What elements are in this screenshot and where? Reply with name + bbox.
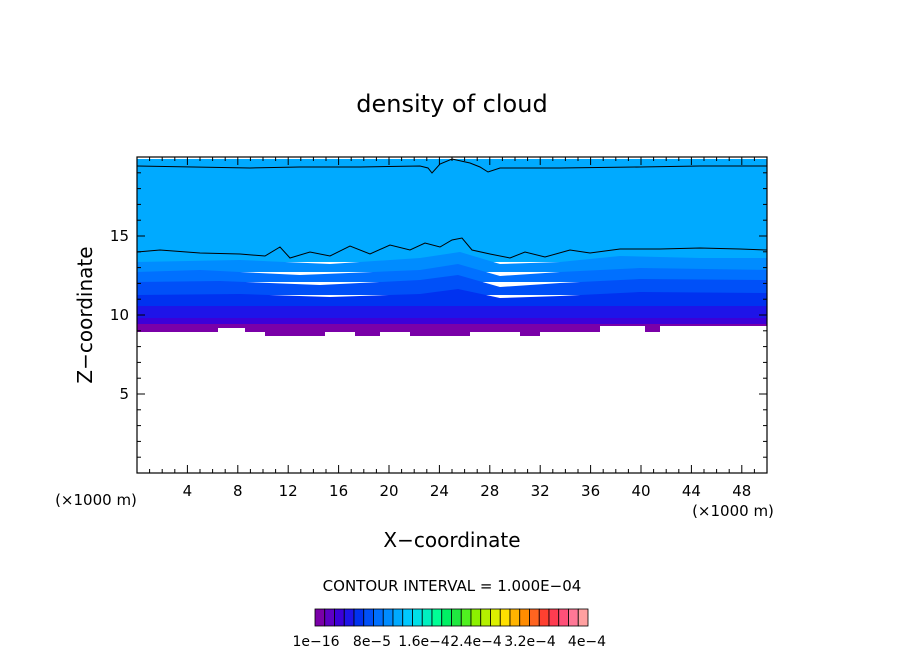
colorbar-label: 1.6e−4 (398, 634, 450, 650)
colorbar-swatch (412, 608, 423, 627)
x-tick-marks (149, 157, 755, 473)
x-tick-label: 4 (183, 482, 193, 500)
colorbar (314, 608, 589, 627)
cloud-band-base (137, 324, 767, 336)
colorbar-swatch (558, 608, 569, 627)
cloud-layer-top (137, 159, 767, 169)
x-tick-label: 28 (480, 482, 499, 500)
x-tick-label: 44 (682, 482, 701, 500)
cloud-band-4 (137, 289, 767, 306)
x-axis-label: X−coordinate (383, 528, 520, 552)
y-tick-marks (137, 172, 767, 458)
x-tick-label: 32 (531, 482, 550, 500)
contour-interval-label: CONTOUR INTERVAL = 1.000E−04 (323, 577, 582, 595)
x-tick-label: 16 (329, 482, 348, 500)
colorbar-swatch (451, 608, 462, 627)
y-tick-label: 10 (110, 306, 129, 324)
colorbar-swatch (392, 608, 404, 627)
cloud-band-3 (137, 275, 767, 295)
colorbar-swatch (529, 608, 540, 627)
colorbar-label: 4e−4 (568, 634, 606, 650)
x-tick-label: 20 (379, 482, 398, 500)
colorbar-swatch (402, 608, 413, 627)
colorbar-swatch (324, 608, 335, 627)
colorbar-swatch (577, 608, 589, 627)
colorbar-swatch (460, 608, 472, 627)
x-tick-label: 8 (233, 482, 243, 500)
x-tick-label: 48 (732, 482, 751, 500)
cloud-layer-main (137, 165, 767, 262)
colorbar-swatch (363, 608, 374, 627)
colorbar-swatch (490, 608, 501, 627)
colorbar-swatch (382, 608, 394, 627)
colorbar-swatch (519, 608, 530, 627)
colorbar-swatch (373, 608, 384, 627)
y-tick-label: 15 (110, 227, 129, 245)
y-tick-labels: 5 10 15 (110, 227, 129, 403)
cloud-band-6 (137, 318, 767, 324)
colorbar-swatch (441, 608, 452, 627)
colorbar-label: 8e−5 (353, 634, 391, 650)
chart-title: density of cloud (356, 90, 547, 118)
colorbar-swatch (538, 608, 550, 627)
colorbar-labels: 1e−16 8e−5 1.6e−4 2.4e−4 3.2e−4 4e−4 (292, 634, 606, 650)
cloud-band-5 (137, 306, 767, 318)
x-tick-label: 36 (581, 482, 600, 500)
colorbar-swatch (480, 608, 491, 627)
colorbar-swatch (470, 608, 482, 627)
colorbar-label: 3.2e−4 (504, 634, 556, 650)
x-unit-left: (×1000 m) (55, 491, 137, 509)
y-axis-label: Z−coordinate (73, 246, 97, 383)
contour-line-lower (136, 237, 768, 259)
colorbar-label: 1e−16 (292, 634, 339, 650)
x-tick-label: 12 (279, 482, 298, 500)
x-tick-labels: 4 8 12 16 20 24 28 32 36 40 44 48 (183, 482, 752, 500)
x-unit-right: (×1000 m) (692, 502, 774, 520)
cloud-band-1 (137, 252, 767, 272)
cloud-band-2 (137, 264, 767, 282)
colorbar-swatch (421, 608, 433, 627)
colorbar-swatch (343, 608, 355, 627)
plot-area (136, 156, 768, 474)
colorbar-swatch (334, 608, 345, 627)
colorbar-swatch (499, 608, 511, 627)
colorbar-label: 2.4e−4 (450, 634, 502, 650)
colorbar-swatch (353, 608, 365, 627)
colorbar-swatch (568, 608, 579, 627)
colorbar-swatch (431, 608, 443, 627)
x-tick-label: 24 (430, 482, 449, 500)
x-tick-label: 40 (631, 482, 650, 500)
colorbar-swatch (314, 608, 326, 627)
colorbar-swatch (509, 608, 521, 627)
y-tick-label: 5 (119, 385, 129, 403)
colorbar-swatch (548, 608, 560, 627)
